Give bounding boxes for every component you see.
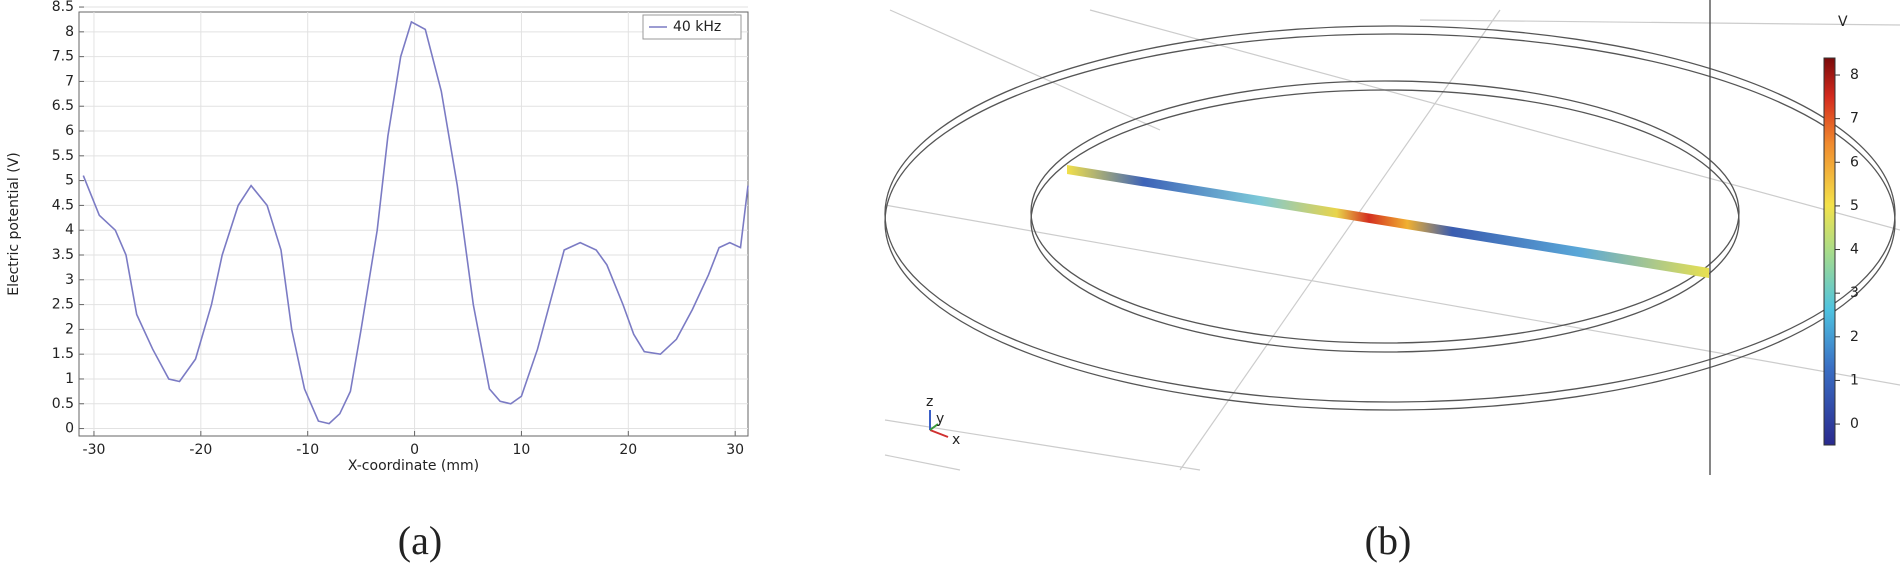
plot-area xyxy=(78,11,749,437)
y-axis-title: Electric potential (V) xyxy=(6,152,22,296)
line-chart: 0 0.5 1 1.5 2 2.5 3 3.5 4 4.5 5 5.5 6 6.5 7 7.5 8 8.5 -30 -… xyxy=(6,0,749,563)
colorbar-tick-label: 4 xyxy=(1850,242,1859,258)
y-tick-label: 0 xyxy=(65,421,74,437)
y-tick-label: 1.5 xyxy=(52,346,74,362)
y-tick-label: 4.5 xyxy=(52,197,74,213)
x-tick-label: 0 xyxy=(410,442,419,458)
y-tick-label: 5.5 xyxy=(52,148,74,164)
x-axis-title: X-coordinate (mm) xyxy=(348,458,479,474)
x-tick-label: 20 xyxy=(619,442,637,458)
series-line xyxy=(82,20,749,425)
y-tick-label: 8 xyxy=(65,24,74,40)
y-tick-label: 1 xyxy=(65,371,74,387)
colorbar-label: V xyxy=(1838,14,1848,30)
y-tick-label: 6 xyxy=(65,123,74,139)
x-tick-label: 10 xyxy=(513,442,531,458)
colorbar-tick-label: 3 xyxy=(1850,285,1859,301)
y-tick-label: 7 xyxy=(65,73,74,89)
y-tick-label: 8.5 xyxy=(52,0,74,15)
disk-outline xyxy=(884,25,1896,411)
axis-label: x xyxy=(952,432,960,448)
colorbar-tick-label: 1 xyxy=(1850,372,1859,388)
y-tick-label: 2.5 xyxy=(52,297,74,313)
y-tick-label: 3.5 xyxy=(52,247,74,263)
colorbar-tick-label: 5 xyxy=(1850,198,1859,214)
x-tick-label: -10 xyxy=(296,442,319,458)
y-tick-label: 0.5 xyxy=(52,396,74,412)
colorbar-tick-label: 0 xyxy=(1850,416,1859,432)
y-tick-label: 6.5 xyxy=(52,98,74,114)
y-tick-label: 2 xyxy=(65,321,74,337)
colorbar-tick-label: 2 xyxy=(1850,329,1859,345)
axis-label: y xyxy=(936,411,944,427)
axis-triad xyxy=(929,410,949,438)
colorbar-tick-label: 8 xyxy=(1850,67,1859,83)
x-tick-label: -20 xyxy=(189,442,212,458)
x-tick-label: -30 xyxy=(83,442,106,458)
legend-label: 40 kHz xyxy=(673,19,721,35)
y-tick-label: 5 xyxy=(65,173,74,189)
panel-caption: (b) xyxy=(1365,518,1412,563)
x-tick-label: 30 xyxy=(726,442,744,458)
panel-caption: (a) xyxy=(398,518,442,563)
colorbar-tick-label: 7 xyxy=(1850,111,1859,127)
axis-label: z xyxy=(926,394,933,410)
colorbar xyxy=(1823,57,1836,446)
colorbar-tick-label: 6 xyxy=(1850,154,1859,170)
y-tick-label: 4 xyxy=(65,222,74,238)
electrode-strip xyxy=(1067,165,1709,278)
y-tick-label: 3 xyxy=(65,272,74,288)
y-tick-label: 7.5 xyxy=(52,49,74,65)
